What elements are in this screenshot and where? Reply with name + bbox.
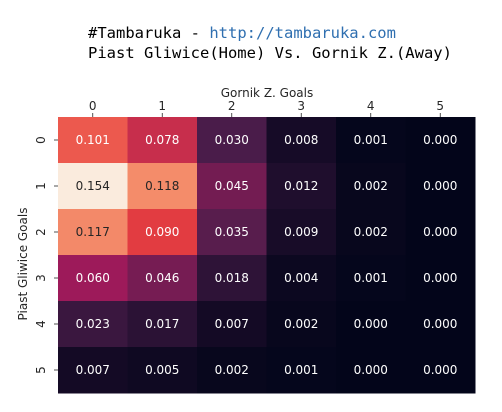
heatmap-value-label: 0.017 [145,317,179,331]
heatmap-value-label: 0.023 [76,317,110,331]
heatmap-value-label: 0.001 [354,271,388,285]
heatmap-cell-r2-c1 [127,209,198,256]
heatmap-cell-r1-c5 [405,163,476,210]
heatmap-cell-r5-c4 [336,347,406,394]
chart-subtitle: Piast Gliwice(Home) Vs. Gornik Z.(Away) [88,44,452,62]
heatmap-value-label: 0.009 [284,225,318,239]
heatmap-value-label: 0.004 [284,271,318,285]
y-tick-label: 4 [34,320,48,328]
title-prefix: #Tambaruka - [88,24,210,42]
heatmap-value-label: 0.002 [215,363,249,377]
heatmap-value-label: 0.008 [284,133,318,147]
heatmap-cell-r4-c4 [336,301,406,348]
heatmap-value-label: 0.002 [284,317,318,331]
heatmap-cell-r1-c0 [58,163,128,210]
heatmap-value-label: 0.045 [215,179,249,193]
heatmap-cell-r3-c2 [197,255,267,302]
axis-ticks: 0 1 2 3 4 5 0 1 2 3 4 5 [34,99,444,374]
heatmap-cell-r0-c3 [266,117,337,164]
heatmap-value-label: 0.000 [354,363,388,377]
heatmap-cells: 0.101 0.078 0.030 0.008 0.001 0.000 0.154 0.118… [58,117,476,394]
heatmap-cell-r2-c3 [266,209,337,256]
heatmap-cell-r3-c0 [58,255,128,302]
heatmap-value-label: 0.005 [145,363,179,377]
heatmap-cell-r0-c1 [127,117,198,164]
x-tick-label: 5 [436,99,444,113]
heatmap-value-label: 0.002 [354,179,388,193]
heatmap-value-label: 0.001 [354,133,388,147]
heatmap-cell-r4-c3 [266,301,337,348]
heatmap-value-label: 0.154 [76,179,110,193]
heatmap-cell-r5-c3 [266,347,337,394]
heatmap-value-label: 0.060 [76,271,110,285]
heatmap-value-label: 0.002 [354,225,388,239]
x-tick-label: 3 [297,99,305,113]
x-tick-label: 0 [89,99,97,113]
y-tick-label: 0 [34,136,48,144]
heatmap-cell-r4-c0 [58,301,128,348]
title-link[interactable]: http://tambaruka.com [209,24,396,42]
heatmap-value-label: 0.090 [145,225,179,239]
heatmap-cell-r5-c2 [197,347,267,394]
x-tick-label: 1 [158,99,166,113]
heatmap-value-label: 0.000 [423,363,457,377]
heatmap-value-label: 0.035 [215,225,249,239]
heatmap-cell-r4-c1 [127,301,198,348]
heatmap-value-label: 0.000 [354,317,388,331]
heatmap-value-label: 0.118 [145,179,179,193]
heatmap-cell-r0-c0 [58,117,128,164]
heatmap-cell-r2-c5 [405,209,476,256]
heatmap-value-label: 0.078 [145,133,179,147]
heatmap-value-label: 0.046 [145,271,179,285]
heatmap-cell-r5-c0 [58,347,128,394]
chart-title-block: #Tambaruka - http://tambaruka.com Piast … [88,23,452,63]
heatmap-cell-r0-c4 [336,117,406,164]
heatmap-value-label: 0.117 [76,225,110,239]
heatmap-value-label: 0.012 [284,179,318,193]
heatmap-value-label: 0.000 [423,317,457,331]
heatmap-value-label: 0.000 [423,179,457,193]
heatmap-cell-r1-c3 [266,163,337,210]
heatmap-value-label: 0.000 [423,133,457,147]
heatmap-value-label: 0.007 [215,317,249,331]
heatmap-value-label: 0.001 [284,363,318,377]
x-tick-label: 2 [228,99,236,113]
heatmap-cell-r4-c2 [197,301,267,348]
y-tick-label: 3 [34,274,48,282]
heatmap-value-label: 0.000 [423,271,457,285]
heatmap-cell-r2-c0 [58,209,128,256]
y-tick-label: 5 [34,366,48,374]
heatmap-value-label: 0.000 [423,225,457,239]
heatmap-value-label: 0.018 [215,271,249,285]
heatmap-cell-r3-c3 [266,255,337,302]
heatmap-cell-r1-c1 [127,163,198,210]
x-tick-label: 4 [367,99,375,113]
heatmap-value-label: 0.007 [76,363,110,377]
heatmap-cell-r3-c4 [336,255,406,302]
heatmap-cell-r4-c5 [405,301,476,348]
heatmap-cell-r0-c5 [405,117,476,164]
heatmap-cell-r3-c1 [127,255,198,302]
heatmap-cell-r1-c2 [197,163,267,210]
heatmap-value-label: 0.101 [76,133,110,147]
x-axis-title: Gornik Z. Goals [221,86,314,100]
heatmap-cell-r0-c2 [197,117,267,164]
heatmap-value-label: 0.030 [215,133,249,147]
y-tick-label: 1 [34,182,48,190]
heatmap-cell-r5-c1 [127,347,198,394]
heatmap-cell-r2-c4 [336,209,406,256]
heatmap-cell-r1-c4 [336,163,406,210]
heatmap-cell-r5-c5 [405,347,476,394]
heatmap-cell-r3-c5 [405,255,476,302]
y-tick-label: 2 [34,228,48,236]
heatmap-cell-r2-c2 [197,209,267,256]
y-axis-title: Piast Gliwice Goals [16,208,30,321]
